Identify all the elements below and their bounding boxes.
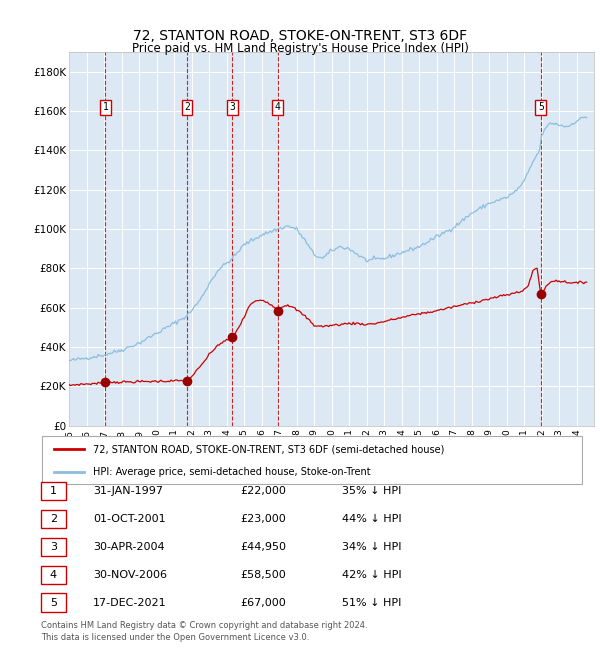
Text: 3: 3 xyxy=(229,102,235,112)
Text: 31-JAN-1997: 31-JAN-1997 xyxy=(93,486,163,496)
Text: 1: 1 xyxy=(50,486,57,496)
Text: £58,500: £58,500 xyxy=(240,569,286,580)
Text: 5: 5 xyxy=(538,102,544,112)
Text: 34% ↓ HPI: 34% ↓ HPI xyxy=(342,541,401,552)
Text: 1: 1 xyxy=(103,102,109,112)
Text: 3: 3 xyxy=(50,541,57,552)
Text: HPI: Average price, semi-detached house, Stoke-on-Trent: HPI: Average price, semi-detached house,… xyxy=(93,467,371,477)
Text: 2: 2 xyxy=(184,102,190,112)
Text: 2: 2 xyxy=(50,514,57,524)
Text: £22,000: £22,000 xyxy=(240,486,286,496)
Text: 35% ↓ HPI: 35% ↓ HPI xyxy=(342,486,401,496)
Text: £23,000: £23,000 xyxy=(240,514,286,524)
Text: Contains HM Land Registry data © Crown copyright and database right 2024.
This d: Contains HM Land Registry data © Crown c… xyxy=(41,621,367,642)
Text: 4: 4 xyxy=(50,569,57,580)
Text: 30-APR-2004: 30-APR-2004 xyxy=(93,541,164,552)
Text: £44,950: £44,950 xyxy=(240,541,286,552)
Text: Price paid vs. HM Land Registry's House Price Index (HPI): Price paid vs. HM Land Registry's House … xyxy=(131,42,469,55)
Text: 01-OCT-2001: 01-OCT-2001 xyxy=(93,514,166,524)
Text: 17-DEC-2021: 17-DEC-2021 xyxy=(93,597,167,608)
Text: 51% ↓ HPI: 51% ↓ HPI xyxy=(342,597,401,608)
Text: 30-NOV-2006: 30-NOV-2006 xyxy=(93,569,167,580)
Text: 4: 4 xyxy=(275,102,281,112)
Text: 42% ↓ HPI: 42% ↓ HPI xyxy=(342,569,401,580)
Text: 72, STANTON ROAD, STOKE-ON-TRENT, ST3 6DF: 72, STANTON ROAD, STOKE-ON-TRENT, ST3 6D… xyxy=(133,29,467,44)
Text: 44% ↓ HPI: 44% ↓ HPI xyxy=(342,514,401,524)
Text: £67,000: £67,000 xyxy=(240,597,286,608)
Text: 72, STANTON ROAD, STOKE-ON-TRENT, ST3 6DF (semi-detached house): 72, STANTON ROAD, STOKE-ON-TRENT, ST3 6D… xyxy=(93,444,445,454)
Text: 5: 5 xyxy=(50,597,57,608)
